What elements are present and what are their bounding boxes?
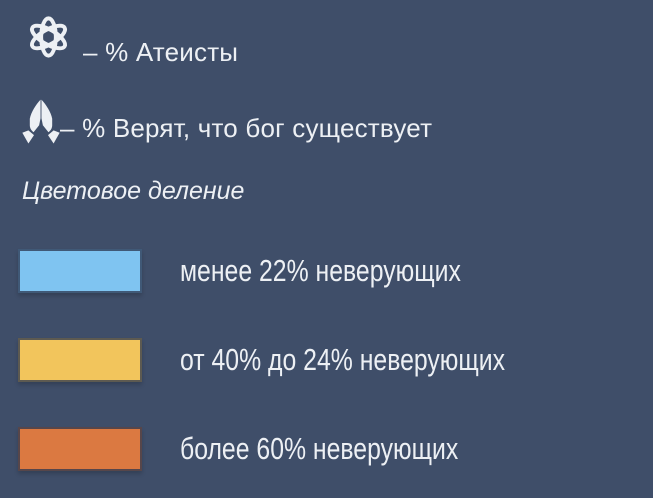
color-swatch-high (18, 427, 142, 471)
color-legend-label-low: менее 22% неверующих (180, 253, 461, 288)
color-swatch-low (18, 249, 142, 293)
color-division-heading: Цветовое деление (22, 177, 245, 205)
atom-icon (24, 12, 73, 62)
color-legend-label-high: более 60% неверующих (180, 431, 459, 466)
praying-hands-icon (20, 94, 62, 150)
color-swatch-mid (18, 338, 142, 382)
believers-legend-label: – % Верят, что бог существует (60, 113, 433, 143)
atheists-legend-label: – % Атеисты (83, 37, 239, 67)
color-legend-label-mid: от 40% до 24% неверующих (180, 342, 506, 377)
